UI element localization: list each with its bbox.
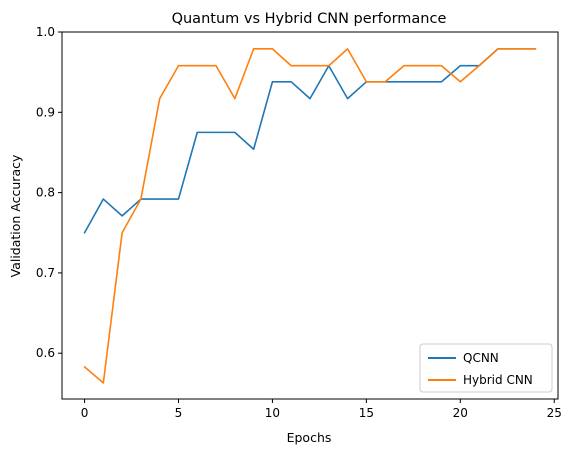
series-line-qcnn	[83, 48, 537, 234]
x-tick-label: 25	[547, 406, 562, 420]
x-tick-label: 20	[453, 406, 468, 420]
y-axis-ticks: 0.6 0.7 0.8 0.9 1.0	[36, 25, 62, 360]
legend-label-qcnn: QCNN	[463, 351, 499, 365]
plot-frame	[61, 31, 559, 400]
plot-area: 0 5 10 15 20 25 0.6 0.7 0.8 0.9 1.0	[36, 25, 562, 420]
y-tick-label: 1.0	[36, 25, 55, 39]
x-tick-label: 5	[175, 406, 183, 420]
x-tick-label: 10	[265, 406, 280, 420]
x-axis-ticks: 0 5 10 15 20 25	[81, 399, 562, 420]
legend: QCNN Hybrid CNN	[419, 343, 553, 393]
y-tick-label: 0.8	[36, 186, 55, 200]
y-tick-label: 0.7	[36, 266, 55, 280]
chart-title: Quantum vs Hybrid CNN performance	[172, 11, 447, 27]
x-tick-label: 0	[81, 406, 89, 420]
y-tick-label: 0.6	[36, 346, 55, 360]
y-axis-title: Validation Accuracy	[8, 154, 23, 277]
legend-label-hybrid-cnn: Hybrid CNN	[463, 373, 533, 387]
y-tick-label: 0.9	[36, 105, 55, 119]
x-tick-label: 15	[359, 406, 374, 420]
series-layer	[83, 48, 537, 384]
series-line-hybrid-cnn	[83, 48, 537, 384]
x-axis-title: Epochs	[287, 430, 332, 445]
